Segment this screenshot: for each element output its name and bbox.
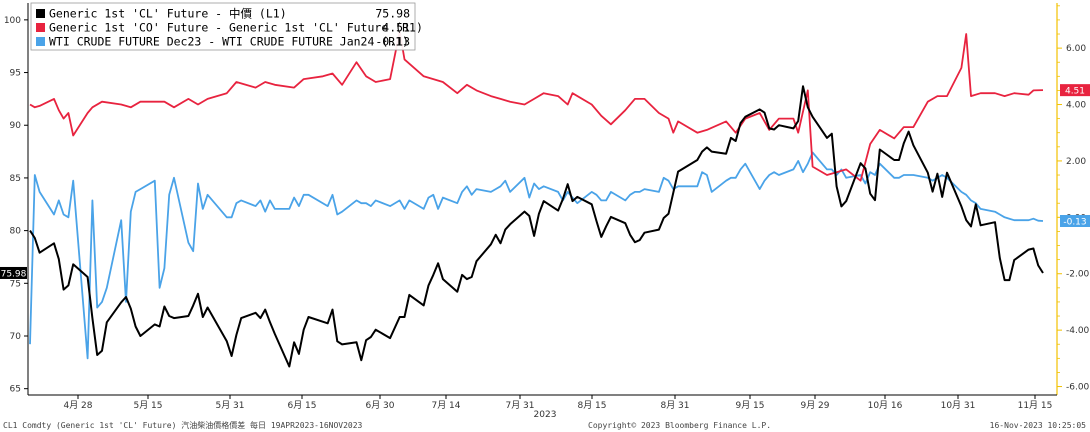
x-tick-label: 6月 15 xyxy=(287,400,316,411)
badge-co-value: 4.51 xyxy=(1060,84,1090,97)
right-tick-label: -6.00 xyxy=(1066,383,1090,393)
legend-swatch-cl xyxy=(36,9,45,18)
legend-value-wti: -0.13 xyxy=(375,35,410,49)
legend-label-co: Generic 1st 'CO' Future - Generic 1st 'C… xyxy=(49,21,423,35)
left-axis: 65 70 75 80 85 90 95 100 xyxy=(4,16,28,395)
left-tick-label: 95 xyxy=(10,69,21,79)
x-tick-label: 9月 15 xyxy=(735,400,764,411)
left-tick-label: 70 xyxy=(10,332,22,342)
x-tick-label: 4月 28 xyxy=(63,400,92,411)
value-badges: 75.98 4.51 -0.13 xyxy=(0,84,1090,279)
footer-left: CL1 Comdty (Generic 1st 'CL' Future) 汽油柴… xyxy=(3,421,363,430)
x-tick-label: 7月 31 xyxy=(505,400,534,411)
x-tick-label: 10月 31 xyxy=(941,400,976,411)
left-tick-label: 100 xyxy=(4,16,21,26)
x-tick-label: 8月 15 xyxy=(577,400,606,411)
badge-cl-value: 75.98 xyxy=(0,266,27,279)
footer-right: 16-Nov-2023 10:25:05 xyxy=(989,421,1086,430)
legend: Generic 1st 'CL' Future - 中價 (L1) 75.98 … xyxy=(30,2,423,51)
svg-text:75.98: 75.98 xyxy=(1,269,27,279)
right-tick-label: -2.00 xyxy=(1066,270,1090,280)
x-tick-label: 5月 31 xyxy=(215,400,244,411)
x-tick-label: 10月 16 xyxy=(868,400,903,411)
legend-value-cl: 75.98 xyxy=(375,7,410,21)
series-cl-line xyxy=(29,85,1044,368)
legend-label-cl: Generic 1st 'CL' Future - 中價 (L1) xyxy=(49,7,287,21)
legend-label-wti: WTI CRUDE FUTURE Dec23 - WTI CRUDE FUTUR… xyxy=(49,35,409,49)
x-tick-label: 8月 31 xyxy=(660,400,689,411)
right-tick-label: 4.00 xyxy=(1066,101,1086,111)
x-tick-label: 6月 30 xyxy=(365,400,394,411)
legend-swatch-co xyxy=(36,23,45,32)
x-tick-label: 5月 15 xyxy=(133,400,162,411)
series-co-cl-spread-line xyxy=(29,30,1044,182)
left-tick-label: 65 xyxy=(10,385,21,395)
footer-center: Copyright© 2023 Bloomberg Finance L.P. xyxy=(588,421,772,430)
legend-value-co: 4.51 xyxy=(382,21,410,35)
right-axis: -6.00-4.00-2.000.002.004.006.00 xyxy=(1057,5,1090,393)
right-tick-label: 2.00 xyxy=(1066,157,1086,167)
svg-text:-0.13: -0.13 xyxy=(1063,217,1086,227)
x-axis: 4月 28 5月 15 5月 31 6月 15 6月 30 7月 14 7月 31 8月 15… xyxy=(63,395,1052,419)
badge-wti-value: -0.13 xyxy=(1060,214,1090,227)
legend-swatch-wti xyxy=(36,37,45,46)
series-layer xyxy=(29,30,1044,368)
left-tick-label: 85 xyxy=(10,174,21,184)
legend-box xyxy=(30,2,416,51)
left-tick-label: 90 xyxy=(10,121,22,131)
x-tick-label: 9月 29 xyxy=(800,400,829,411)
x-year-label: 2023 xyxy=(534,410,557,419)
x-tick-label: 11月 15 xyxy=(1018,400,1053,411)
right-tick-label: -4.00 xyxy=(1066,326,1090,336)
left-tick-label: 75 xyxy=(10,279,21,289)
left-tick-label: 80 xyxy=(10,227,22,237)
svg-text:4.51: 4.51 xyxy=(1065,87,1085,97)
right-tick-label: 6.00 xyxy=(1066,44,1086,54)
x-tick-label: 7月 14 xyxy=(431,400,460,411)
